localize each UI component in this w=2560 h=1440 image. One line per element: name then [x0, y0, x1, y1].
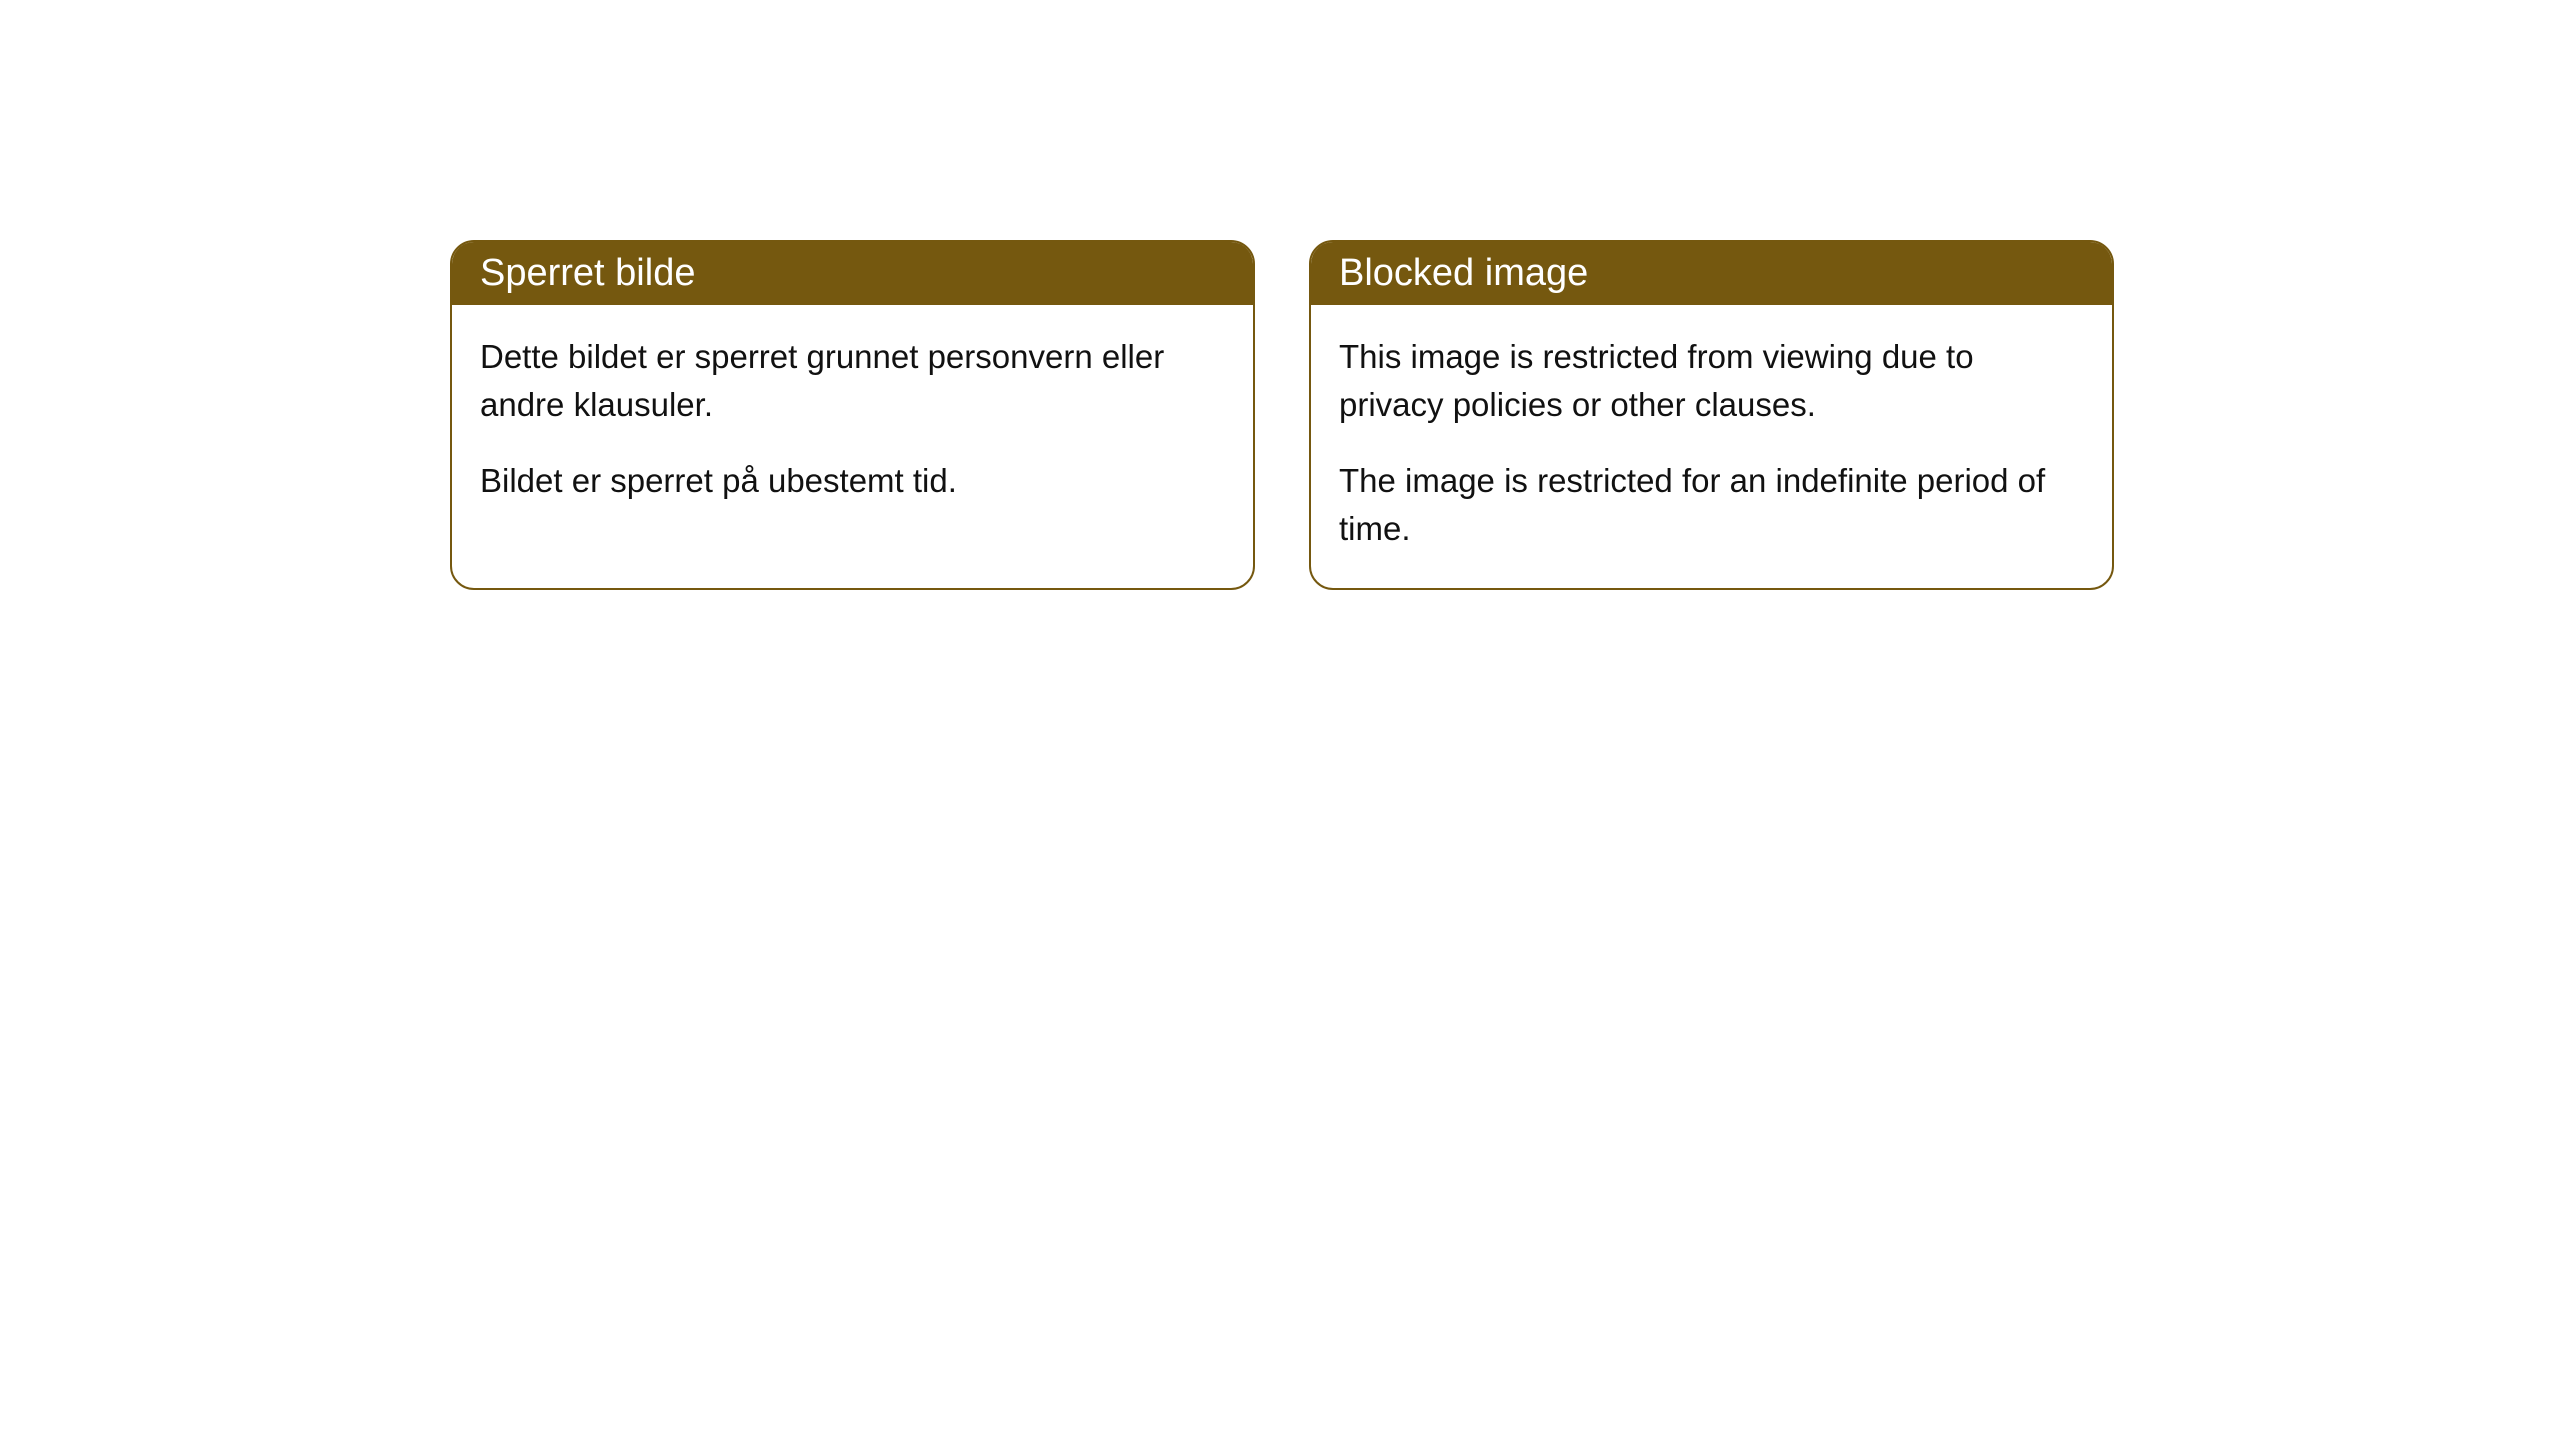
card-paragraph: The image is restricted for an indefinit… [1339, 457, 2084, 553]
card-body-norwegian: Dette bildet er sperret grunnet personve… [452, 305, 1253, 541]
card-body-english: This image is restricted from viewing du… [1311, 305, 2112, 588]
card-norwegian: Sperret bilde Dette bildet er sperret gr… [450, 240, 1255, 590]
card-header-english: Blocked image [1311, 242, 2112, 305]
card-english: Blocked image This image is restricted f… [1309, 240, 2114, 590]
card-paragraph: Dette bildet er sperret grunnet personve… [480, 333, 1225, 429]
card-paragraph: Bildet er sperret på ubestemt tid. [480, 457, 1225, 505]
card-header-norwegian: Sperret bilde [452, 242, 1253, 305]
card-container: Sperret bilde Dette bildet er sperret gr… [450, 240, 2114, 590]
card-paragraph: This image is restricted from viewing du… [1339, 333, 2084, 429]
